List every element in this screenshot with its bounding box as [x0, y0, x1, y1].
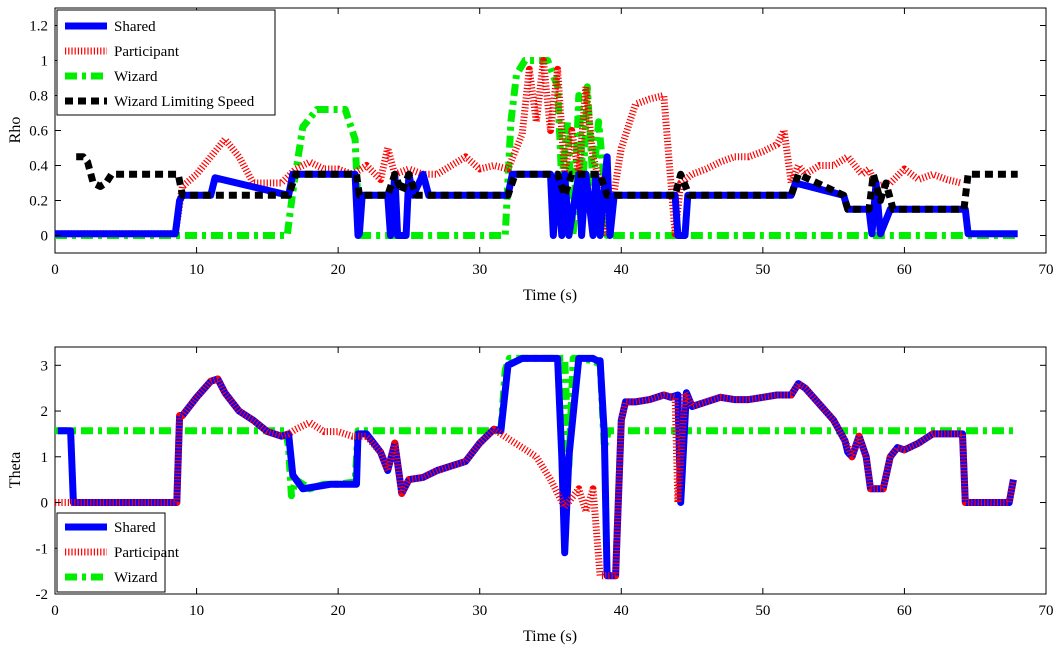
rho-y-tick-label: 0.8	[29, 89, 48, 105]
rho-legend-item-wizard-limiting-speed: Wizard Limiting Speed	[65, 94, 255, 110]
theta-x-tick-label: 50	[755, 603, 770, 619]
rho-x-tick-label: 20	[331, 262, 346, 278]
rho-legend: Shared Participant Wizard Wizard Limitin…	[56, 9, 276, 116]
rho-chart: 0 10 20 30 40 50 60 70 0 0.2 0.4 0.6 0.8 1 1.2 Time (…	[7, 7, 1054, 304]
theta-x-tick: 30	[472, 347, 487, 619]
theta-legend-label-wizard: Wizard	[114, 570, 158, 586]
rho-x-tick-label: 50	[755, 262, 770, 278]
rho-legend-label-wizard-limiting-speed: Wizard Limiting Speed	[114, 94, 255, 110]
rho-series-participant	[55, 57, 962, 239]
rho-legend-label-participant: Participant	[114, 44, 180, 60]
rho-y-tick: 0.2	[29, 194, 1046, 210]
theta-y-tick-label: -2	[36, 587, 49, 603]
rho-x-tick: 30	[472, 8, 487, 278]
rho-x-tick: 60	[897, 8, 912, 278]
theta-legend-item-participant: Participant	[65, 545, 180, 561]
theta-legend-label-participant: Participant	[114, 545, 180, 561]
rho-x-tick-label: 0	[51, 262, 59, 278]
theta-x-tick-label: 20	[331, 603, 346, 619]
rho-x-tick-label: 10	[189, 262, 204, 278]
theta-x-tick-label: 40	[614, 603, 629, 619]
theta-legend-item-wizard: Wizard	[65, 570, 158, 586]
theta-y-tick-label: 2	[41, 404, 49, 420]
rho-x-tick-label: 60	[897, 262, 912, 278]
rho-x-axis-title: Time (s)	[523, 287, 577, 304]
theta-x-tick: 50	[755, 347, 770, 619]
theta-y-tick: 2	[41, 404, 1046, 420]
rho-y-tick: 0.4	[29, 159, 1046, 175]
rho-x-tick: 0	[51, 8, 59, 278]
theta-y-tick-label: -1	[36, 541, 49, 557]
rho-legend-item-participant: Participant	[65, 44, 180, 60]
theta-x-tick-label: 60	[897, 603, 912, 619]
theta-legend-item-shared: Shared	[65, 520, 156, 536]
rho-legend-label-shared: Shared	[114, 19, 156, 35]
rho-x-axis: 0 10 20 30 40 50 60 70	[51, 8, 1054, 278]
rho-series-layer	[55, 57, 1018, 239]
rho-legend-item-wizard: Wizard	[65, 69, 158, 85]
theta-y-tick-label: 0	[41, 496, 49, 512]
rho-y-tick-label: 1	[41, 54, 49, 70]
theta-y-axis-title: Theta	[7, 452, 24, 488]
theta-x-tick: 60	[897, 347, 912, 619]
rho-y-axis-title: Rho	[7, 117, 24, 144]
theta-series-layer	[55, 354, 1018, 580]
rho-y-tick-label: 0.6	[29, 124, 48, 140]
theta-x-tick: 20	[331, 347, 346, 619]
rho-y-axis: 0 0.2 0.4 0.6 0.8 1 1.2	[29, 19, 1046, 245]
rho-x-tick: 40	[614, 8, 629, 278]
rho-y-tick-label: 0	[41, 229, 49, 245]
theta-x-tick: 10	[189, 347, 204, 619]
theta-legend-label-shared: Shared	[114, 520, 156, 536]
rho-y-tick-label: 1.2	[29, 19, 48, 35]
theta-y-tick: 3	[41, 358, 1046, 374]
theta-x-axis-title: Time (s)	[523, 628, 577, 645]
rho-x-tick: 70	[1039, 8, 1054, 278]
theta-x-axis: 0 10 20 30 40 50 60 70	[51, 347, 1054, 619]
theta-x-tick: 0	[51, 347, 59, 619]
rho-x-tick-label: 30	[472, 262, 487, 278]
theta-legend: Shared Participant Wizard	[56, 512, 180, 593]
theta-x-tick-label: 10	[189, 603, 204, 619]
theta-series-shared	[57, 354, 1017, 580]
theta-y-tick: -1	[36, 541, 1046, 557]
theta-y-tick: 1	[41, 450, 1046, 466]
rho-legend-label-wizard: Wizard	[114, 69, 158, 85]
theta-x-tick-label: 30	[472, 603, 487, 619]
rho-series-wizard-limiting-speed	[76, 153, 1018, 213]
rho-legend-item-shared: Shared	[65, 19, 156, 35]
rho-x-tick-label: 70	[1039, 262, 1054, 278]
theta-y-tick: -2	[36, 587, 1046, 603]
rho-x-tick-label: 40	[614, 262, 629, 278]
rho-y-tick: 0	[41, 229, 1046, 245]
theta-y-tick: 0	[41, 496, 1046, 512]
theta-y-axis: -2 -1 0 1 2 3	[36, 358, 1046, 603]
rho-y-tick-label: 0.2	[29, 194, 48, 210]
rho-x-tick: 20	[331, 8, 346, 278]
theta-x-tick-label: 70	[1039, 603, 1054, 619]
theta-series-participant	[55, 375, 1017, 580]
rho-x-tick: 50	[755, 8, 770, 278]
theta-x-tick: 70	[1039, 347, 1054, 619]
rho-y-tick-label: 0.4	[29, 159, 48, 175]
theta-y-tick-label: 3	[41, 358, 49, 374]
rho-y-tick: 0.6	[29, 124, 1046, 140]
theta-x-tick: 40	[614, 347, 629, 619]
theta-y-tick-label: 1	[41, 450, 49, 466]
theta-x-tick-label: 0	[51, 603, 59, 619]
